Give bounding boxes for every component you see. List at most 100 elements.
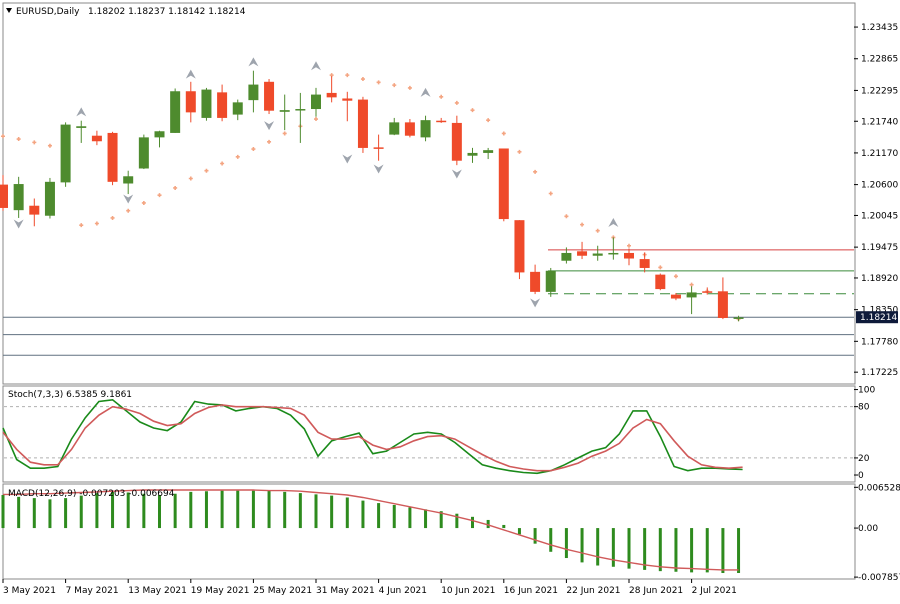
sar-point — [377, 80, 381, 84]
candle-body — [499, 148, 509, 219]
candle-body — [92, 136, 102, 142]
candle-body — [436, 121, 446, 123]
macd-histogram-bar — [518, 528, 521, 534]
time-tick-label: 3 May 2021 — [3, 586, 56, 596]
time-tick-label: 4 Jun 2021 — [379, 586, 427, 596]
price-tick-label: 1.19475 — [861, 243, 898, 253]
fractal-down-arrow-icon — [530, 298, 540, 307]
macd-histogram-bar — [330, 496, 333, 528]
candle-body — [358, 100, 368, 148]
sar-point — [502, 131, 506, 135]
time-tick-label: 28 Jun 2021 — [629, 586, 683, 596]
macd-title: MACD(12,26,9) -0.007203 -0.006694 — [8, 489, 175, 499]
macd-histogram-bar — [80, 496, 83, 528]
macd-histogram-bar — [690, 528, 693, 572]
sar-point — [173, 186, 177, 190]
fractal-up-arrow-icon — [76, 107, 86, 116]
triangle-down-icon[interactable] — [6, 8, 12, 13]
sar-point — [236, 155, 240, 159]
candle-body — [483, 150, 493, 153]
candle-body — [280, 110, 290, 112]
candle-body — [702, 291, 712, 293]
sar-point — [674, 274, 678, 278]
candle-body — [405, 122, 415, 135]
sar-point — [95, 222, 99, 226]
fractal-up-arrow-icon — [248, 57, 258, 66]
macd-histogram-bar — [377, 503, 380, 528]
macd-histogram-bar — [612, 528, 615, 567]
candle-body — [186, 91, 196, 112]
price-pane-frame — [3, 3, 855, 384]
candle-body — [0, 185, 8, 208]
price-tick-label: 1.21170 — [861, 149, 898, 159]
parabolic-sar — [1, 73, 741, 321]
macd-tick-label: -0.007857 — [858, 573, 900, 583]
sar-point — [517, 150, 521, 154]
sar-point — [283, 131, 287, 135]
sar-point — [486, 118, 490, 122]
macd-tick-label: 0.006528 — [858, 483, 900, 493]
candle-body — [29, 206, 39, 215]
macd-tick-label: 0.00 — [858, 524, 878, 534]
sar-point — [392, 83, 396, 87]
macd-histogram-bar — [221, 491, 224, 528]
price-tick-label: 1.18920 — [861, 274, 898, 284]
time-tick-label: 7 May 2021 — [66, 586, 119, 596]
fractal-down-arrow-icon — [123, 195, 133, 204]
candle-body — [108, 133, 118, 182]
macd-histogram-bar — [33, 498, 36, 528]
macd-histogram-bar — [643, 528, 646, 570]
current-price-label: 1.18214 — [860, 313, 897, 323]
macd-histogram-bar — [64, 498, 67, 528]
candle-body — [514, 220, 524, 272]
macd-histogram-bar — [346, 497, 349, 528]
price-tick-label: 1.20045 — [861, 211, 898, 221]
candle-body — [233, 102, 243, 114]
candle-body — [608, 253, 618, 255]
fractal-up-arrow-icon — [608, 218, 618, 227]
time-tick-label: 10 Jun 2021 — [441, 586, 495, 596]
candle-body — [123, 176, 133, 183]
sar-point — [690, 283, 694, 287]
price-tick-label: 1.20600 — [861, 181, 898, 191]
sar-point — [455, 101, 459, 105]
price-tick-label: 1.23435 — [861, 23, 898, 33]
sar-point — [1, 134, 5, 138]
macd-histogram-bar — [737, 528, 740, 573]
candle-body — [577, 251, 587, 255]
macd-histogram-bar — [189, 492, 192, 528]
time-tick-label: 19 May 2021 — [191, 586, 250, 596]
candle-body — [264, 82, 274, 111]
fractal-up-arrow-icon — [186, 70, 196, 79]
candle-body — [389, 122, 399, 134]
sar-point — [126, 209, 130, 213]
candle-body — [342, 98, 352, 100]
macd-histogram-bar — [549, 528, 552, 552]
candle-body — [76, 126, 86, 128]
stoch-tick-label: 0 — [858, 471, 864, 481]
sar-point — [549, 192, 553, 196]
time-tick-label: 25 May 2021 — [253, 586, 312, 596]
sar-point — [439, 95, 443, 99]
price-tick-label: 1.17780 — [861, 337, 898, 347]
macd-histogram-bar — [471, 517, 474, 528]
candle-body — [593, 254, 603, 256]
sar-point — [596, 229, 600, 233]
macd-histogram-bar — [48, 499, 51, 528]
sar-point — [361, 77, 365, 81]
candle-body — [718, 291, 728, 318]
sar-point — [627, 244, 631, 248]
price-tick-label: 1.22865 — [861, 55, 898, 65]
candle-body — [311, 95, 321, 109]
candle-body — [687, 292, 697, 297]
macd-histogram-bar — [393, 505, 396, 528]
sar-point — [580, 223, 584, 227]
sar-point — [32, 140, 36, 144]
macd-histogram-bar — [534, 528, 537, 544]
macd-histogram-bar — [706, 528, 709, 572]
macd-histogram-bar — [2, 495, 5, 528]
sar-point — [79, 223, 83, 227]
